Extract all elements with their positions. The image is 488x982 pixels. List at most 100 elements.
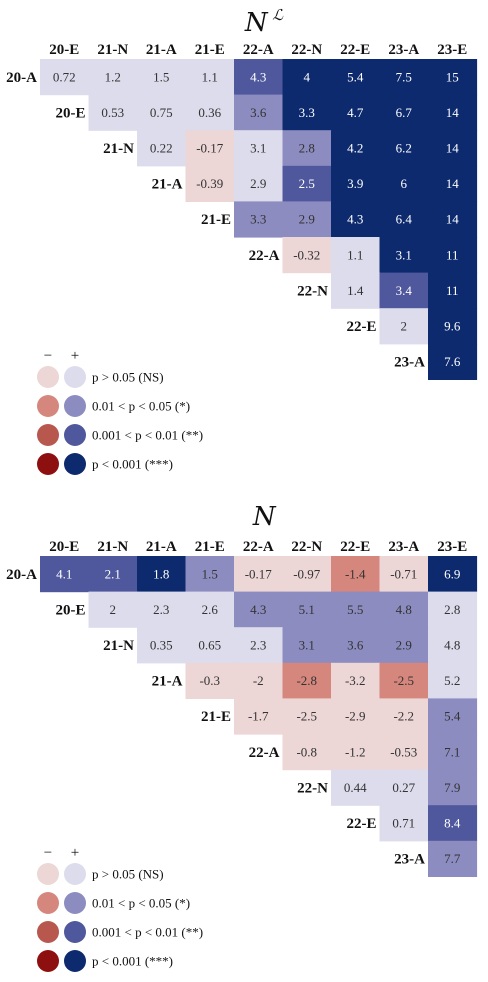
legend-label: 0.01 < p < 0.05 (*)	[92, 896, 190, 911]
heatmap-cell	[428, 769, 478, 806]
legend-swatch-negative	[37, 366, 59, 388]
row-label-21-E: 21-E	[201, 212, 231, 228]
cell-value: 1.8	[153, 566, 169, 581]
col-label-20-E: 20-E	[49, 539, 79, 555]
cell-value: 3.4	[396, 283, 413, 298]
heatmap-cell	[137, 94, 187, 131]
heatmap-cell	[40, 59, 90, 96]
heatmap-cell	[428, 556, 478, 593]
legend-label: 0.001 < p < 0.01 (**)	[92, 428, 203, 443]
legend-minus: −	[44, 348, 52, 364]
heatmap-cell	[331, 591, 381, 628]
col-label-22-N: 22-N	[291, 42, 322, 58]
cell-value: 7.9	[444, 780, 460, 795]
heatmap-cell	[428, 165, 478, 202]
cell-value: 0.44	[344, 780, 367, 795]
legend-label: p < 0.001 (***)	[92, 954, 173, 969]
legend-label: 0.001 < p < 0.01 (**)	[92, 925, 203, 940]
row-label-20-E: 20-E	[56, 105, 86, 121]
heatmap-cell	[282, 698, 332, 735]
heatmap-cell	[234, 698, 284, 735]
cell-value: 1.1	[347, 247, 363, 262]
heatmap-cell	[282, 627, 332, 664]
cell-value: 7.7	[444, 851, 461, 866]
heatmap-cell	[428, 662, 478, 699]
heatmap-cell	[331, 237, 381, 274]
heatmap-cell	[428, 272, 478, 309]
heatmap-cell	[331, 698, 381, 735]
legend-swatch-negative	[37, 453, 59, 475]
cell-value: 9.6	[444, 319, 461, 334]
heatmap-cell	[379, 662, 429, 699]
legend-plus: +	[71, 348, 79, 364]
cell-value: 0.65	[198, 638, 221, 653]
heatmap-cell	[282, 130, 332, 167]
heatmap-cell	[234, 130, 284, 167]
cell-value: -2.5	[296, 709, 317, 724]
cell-value: 3.6	[347, 638, 364, 653]
heatmap-cell	[282, 556, 332, 593]
cell-value: -1.2	[345, 744, 366, 759]
legend-swatch-positive	[64, 424, 86, 446]
cell-value: -0.3	[199, 673, 220, 688]
heatmap-cell	[331, 201, 381, 238]
row-label-21-N: 21-N	[103, 638, 134, 654]
heatmap-cell	[234, 94, 284, 131]
legend-swatch-positive	[64, 453, 86, 475]
legend-label: 0.01 < p < 0.05 (*)	[92, 399, 190, 414]
heatmap-cell	[137, 627, 187, 664]
cell-value: 2.9	[299, 212, 315, 227]
cell-value: 0.22	[150, 141, 173, 156]
heatmap-cell	[185, 627, 235, 664]
row-label-22-N: 22-N	[297, 780, 328, 796]
heatmap-cell	[137, 130, 187, 167]
cell-value: -2.9	[345, 709, 366, 724]
cell-value: 4.7	[347, 105, 364, 120]
heatmap-cell	[379, 94, 429, 131]
col-label-21-N: 21-N	[97, 42, 128, 58]
heatmap-cell	[428, 94, 478, 131]
legend-label: p < 0.001 (***)	[92, 457, 173, 472]
col-label-23-A: 23-A	[388, 539, 419, 555]
heatmap-cell	[331, 130, 381, 167]
row-label-23-A: 23-A	[394, 852, 425, 868]
row-label-22-N: 22-N	[297, 283, 328, 299]
heatmap-cell	[379, 805, 429, 842]
heatmap-cell	[40, 556, 90, 593]
heatmap-cell	[282, 94, 332, 131]
cell-value: 8.4	[444, 816, 461, 831]
cell-value: 3.1	[396, 247, 412, 262]
heatmap-cell	[234, 662, 284, 699]
heatmap-cell	[331, 59, 381, 96]
col-label-22-E: 22-E	[340, 42, 370, 58]
cell-value: 2	[110, 602, 117, 617]
heatmap-cell	[234, 59, 284, 96]
cell-value: 6.4	[396, 212, 413, 227]
heatmap-cell	[88, 94, 138, 131]
heatmap-cell	[428, 805, 478, 842]
legend-swatch-negative	[37, 921, 59, 943]
cell-value: 3.3	[299, 105, 315, 120]
heatmap-cell	[428, 130, 478, 167]
cell-value: 2.9	[250, 176, 266, 191]
cell-value: 5.2	[444, 673, 460, 688]
cell-value: 4.3	[250, 69, 266, 84]
heatmap-cell	[331, 769, 381, 806]
heatmap-cell	[379, 165, 429, 202]
cell-value: -0.39	[196, 176, 223, 191]
cell-value: 0.35	[150, 638, 173, 653]
heatmap-cell	[331, 662, 381, 699]
heatmap-cell	[428, 734, 478, 771]
heatmap-cell	[428, 343, 478, 380]
row-label-22-E: 22-E	[347, 816, 377, 832]
legend-swatch-positive	[64, 366, 86, 388]
cell-value: 6.9	[444, 566, 460, 581]
cell-value: 3.1	[299, 638, 315, 653]
cell-value: 5.4	[347, 69, 364, 84]
cell-value: 7.6	[444, 354, 461, 369]
col-label-21-N: 21-N	[97, 539, 128, 555]
heatmap-cell	[428, 308, 478, 345]
cell-value: -3.2	[345, 673, 366, 688]
heatmap-cell	[331, 556, 381, 593]
